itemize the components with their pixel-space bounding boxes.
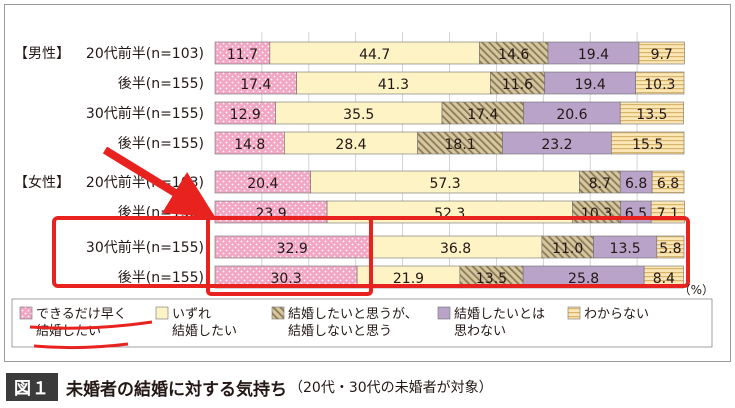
data-label: 20.4 bbox=[247, 176, 278, 192]
data-label: 14.6 bbox=[498, 47, 529, 63]
data-label: 44.7 bbox=[359, 47, 390, 63]
data-label: 21.9 bbox=[393, 271, 424, 287]
bar-segment bbox=[656, 235, 685, 259]
legend-label: 結婚したいと思うが、 bbox=[288, 307, 418, 322]
group-label: 【女性】 bbox=[14, 174, 70, 191]
data-label: 6.8 bbox=[657, 176, 679, 192]
annotation-arrow bbox=[102, 146, 216, 218]
figure-title: 未婚者の結婚に対する気持ち bbox=[66, 379, 287, 400]
highlight-series-box bbox=[206, 216, 373, 296]
data-label: 13.5 bbox=[610, 241, 641, 257]
data-label: 11.6 bbox=[502, 77, 533, 93]
legend-swatch bbox=[567, 306, 581, 320]
figure-subtitle: （20代・30代の未婚者が対象） bbox=[289, 380, 493, 396]
data-label: 19.4 bbox=[575, 77, 606, 93]
category-label: 後半(n=155) bbox=[118, 76, 204, 92]
category-label: 30代前半(n=155) bbox=[86, 105, 204, 122]
legend-swatch bbox=[271, 306, 285, 320]
legend-swatch bbox=[437, 306, 451, 320]
legend-swatch bbox=[19, 306, 33, 320]
data-label: 41.3 bbox=[378, 77, 409, 93]
data-label: 9.7 bbox=[651, 47, 673, 63]
bar-segment bbox=[635, 71, 685, 95]
data-label: 14.8 bbox=[234, 137, 265, 153]
category-label: 30代前半(n=155) bbox=[86, 239, 204, 256]
data-label: 12.9 bbox=[230, 107, 261, 123]
data-label: 11.7 bbox=[227, 47, 258, 63]
data-label: 28.4 bbox=[335, 137, 366, 153]
data-label: 5.8 bbox=[659, 241, 681, 257]
data-label: 17.4 bbox=[467, 107, 498, 123]
bar-segment bbox=[651, 170, 685, 194]
data-label: 13.5 bbox=[636, 107, 667, 123]
category-label: 後半(n=155) bbox=[118, 270, 204, 286]
bar-segment bbox=[638, 41, 685, 65]
figure-caption: 図１ 未婚者の結婚に対する気持ち （20代・30代の未婚者が対象） bbox=[6, 373, 493, 401]
data-label: 57.3 bbox=[429, 176, 460, 192]
legend-box bbox=[11, 298, 713, 348]
data-label: 8.7 bbox=[589, 176, 611, 192]
legend-label: いずれ bbox=[172, 307, 211, 322]
data-label: 30.3 bbox=[270, 271, 301, 287]
legend-label: わからない bbox=[584, 307, 649, 322]
data-label: 36.8 bbox=[440, 241, 471, 257]
legend-underline bbox=[33, 342, 129, 350]
legend-underline bbox=[29, 320, 153, 330]
data-label: 20.6 bbox=[556, 107, 587, 123]
legend-label: 結婚しないと思う bbox=[288, 324, 392, 339]
data-label: 18.1 bbox=[444, 137, 475, 153]
data-label: 25.8 bbox=[568, 271, 599, 287]
data-label: 15.5 bbox=[632, 137, 663, 153]
data-label: 8.4 bbox=[653, 271, 675, 287]
data-label: 6.8 bbox=[625, 176, 647, 192]
data-label: 13.5 bbox=[476, 271, 507, 287]
legend-label: 思わない bbox=[454, 324, 506, 339]
data-label: 32.9 bbox=[277, 241, 308, 257]
data-label: 19.4 bbox=[578, 47, 609, 63]
data-label: 10.3 bbox=[644, 77, 675, 93]
legend-label: 結婚したい bbox=[172, 324, 237, 339]
bar-segment bbox=[611, 131, 685, 155]
data-label: 11.0 bbox=[552, 241, 583, 257]
legend-label: 結婚したいとは bbox=[454, 307, 545, 322]
data-label: 35.5 bbox=[343, 107, 374, 123]
figure-number-badge: 図１ bbox=[6, 373, 58, 401]
data-label: 17.4 bbox=[240, 77, 271, 93]
category-label: 後半(n=155) bbox=[118, 136, 204, 152]
data-label: 23.2 bbox=[541, 137, 572, 153]
group-label: 【男性】 bbox=[14, 46, 70, 62]
legend-label: できるだけ早く bbox=[36, 307, 127, 322]
legend-swatch bbox=[155, 306, 169, 320]
stacked-bar-chart: 20代前半(n=103) 【男性】後半(n=155) 30代前半(n=155) 後半(… bbox=[11, 32, 714, 350]
unit-label: （%） bbox=[679, 283, 714, 297]
category-label: 20代前半(n=103) bbox=[86, 45, 204, 62]
bar-segment bbox=[619, 101, 684, 125]
